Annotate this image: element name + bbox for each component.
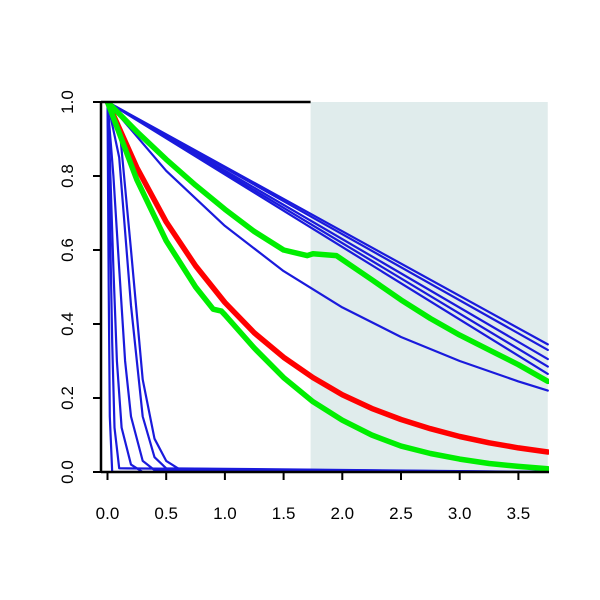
y-tick-label: 1.0 — [58, 90, 77, 114]
series-line-blue-10 — [106, 102, 549, 472]
x-tick-label: 0.5 — [154, 504, 178, 523]
y-tick-label: 0.4 — [58, 312, 77, 336]
series-line-green-13 — [104, 102, 549, 385]
series-line-green-14 — [104, 102, 549, 472]
x-tick-label: 2.5 — [389, 504, 413, 523]
series-line-blue-5 — [106, 102, 549, 392]
series-line-blue-1 — [106, 102, 549, 351]
series-line-red-12 — [104, 102, 549, 455]
x-tick-label: 0.0 — [96, 504, 120, 523]
series-layer — [104, 102, 549, 472]
series-line-blue-4 — [106, 102, 549, 375]
x-axis-ticks: 0.0 0.5 1.0 1.5 2.0 2.5 3.0 3.5 — [96, 472, 531, 523]
series-line-blue-11 — [106, 102, 549, 472]
x-tick-label: 1.5 — [272, 504, 296, 523]
y-tick-label: 0.8 — [58, 164, 77, 188]
x-tick-label: 3.5 — [507, 504, 531, 523]
shaded-region — [310, 102, 548, 472]
y-axis-ticks: 0.0 0.2 0.4 0.6 0.8 1.0 — [58, 90, 101, 484]
y-tick-label: 0.2 — [58, 386, 77, 410]
x-tick-label: 2.0 — [330, 504, 354, 523]
y-tick-label: 0.6 — [58, 238, 77, 262]
x-tick-label: 1.0 — [213, 504, 237, 523]
x-tick-label: 3.0 — [448, 504, 472, 523]
y-tick-label: 0.0 — [58, 460, 77, 484]
